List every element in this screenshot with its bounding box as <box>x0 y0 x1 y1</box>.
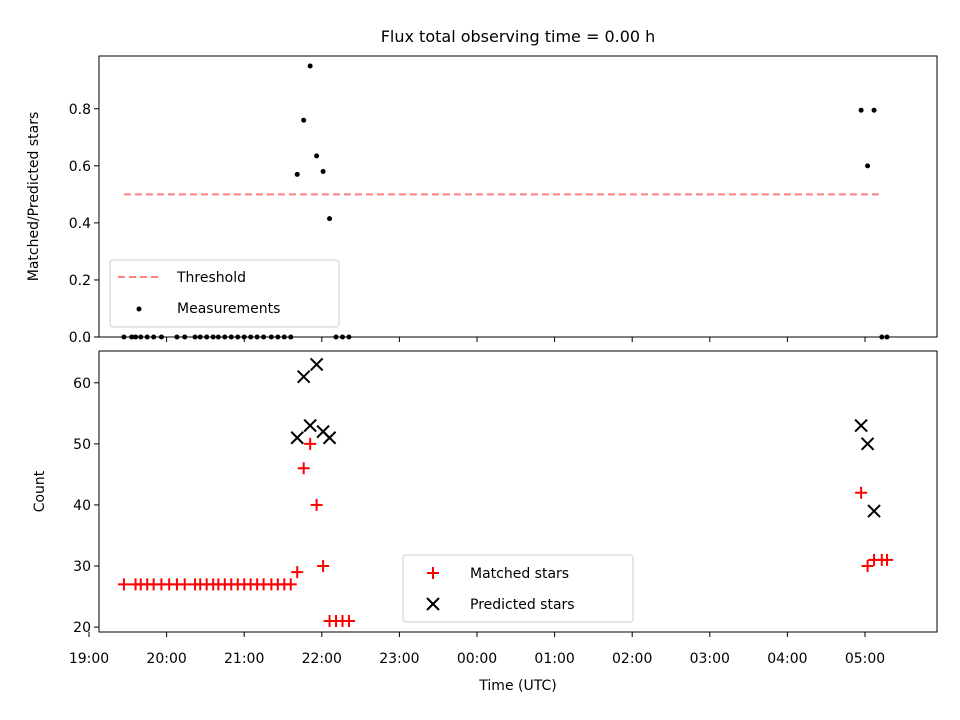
predicted-star-point <box>309 357 324 372</box>
predicted-star-point <box>854 418 868 433</box>
matched-star-point <box>297 462 310 475</box>
legend-matched-label: Matched stars <box>470 566 569 582</box>
top-x-ticks <box>88 337 866 342</box>
top-y-axis-label: Matched/Predicted stars <box>26 112 42 282</box>
x-tick-label: 23:00 <box>379 651 419 667</box>
y-tick-label: 0.2 <box>69 273 91 289</box>
matched-star-point <box>178 578 191 591</box>
top-axes-frame <box>98 55 938 338</box>
measurement-point <box>301 117 307 123</box>
y-tick-label: 40 <box>73 498 91 514</box>
matched-star-point <box>342 615 355 628</box>
legend-measurements-swatch <box>136 306 142 312</box>
legend-matched-swatch <box>427 567 439 579</box>
bottom-y-ticks: 20 30 40 50 60 <box>73 376 99 636</box>
matched-star-point <box>855 486 868 499</box>
chart-title: Flux total observing time = 0.00 h <box>381 27 656 46</box>
legend-threshold-label: Threshold <box>176 270 246 286</box>
x-tick-label: 21:00 <box>224 651 264 667</box>
predicted-stars-points <box>290 357 881 518</box>
bottom-legend-box <box>402 554 634 623</box>
predicted-star-point <box>296 369 311 384</box>
legend-predicted-swatch <box>426 597 440 611</box>
measurement-point <box>314 153 320 159</box>
y-tick-label: 50 <box>73 437 91 453</box>
bottom-legend: Matched stars Predicted stars <box>402 554 634 623</box>
measurement-point <box>294 171 300 177</box>
y-tick-label: 0.6 <box>69 159 91 175</box>
top-axes: 0.00.20.40.60.8 Matched/Predicted stars … <box>26 55 938 346</box>
predicted-star-point <box>290 431 304 445</box>
top-legend: Threshold Measurements <box>109 259 340 328</box>
measurement-point <box>307 63 313 69</box>
bottom-x-ticks: 19:00 20:00 21:00 22:00 23:00 00:00 01:00 02:00… <box>69 632 885 667</box>
matched-star-point <box>117 578 130 591</box>
predicted-star-point <box>322 431 337 445</box>
measurement-point <box>871 107 877 113</box>
top-y-ticks: 0.0 0.2 0.4 0.6 0.8 <box>69 102 99 346</box>
x-tick-label: 02:00 <box>612 651 652 667</box>
measurement-point <box>865 163 871 169</box>
predicted-star-point <box>860 437 875 451</box>
x-tick-label: 05:00 <box>845 651 885 667</box>
x-tick-label: 01:00 <box>534 651 574 667</box>
legend-predicted-label: Predicted stars <box>470 597 575 613</box>
x-tick-label: 19:00 <box>69 651 109 667</box>
matched-star-point <box>291 566 304 579</box>
predicted-star-point <box>867 504 881 518</box>
matched-star-point <box>880 553 893 566</box>
matched-stars-points <box>117 437 893 628</box>
x-tick-label: 00:00 <box>457 651 497 667</box>
y-tick-label: 0.0 <box>69 330 91 346</box>
predicted-star-point <box>303 418 317 433</box>
x-tick-label: 20:00 <box>146 651 186 667</box>
matched-star-point <box>317 560 330 573</box>
x-axis-label: Time (UTC) <box>478 678 556 694</box>
matched-star-point <box>304 437 317 450</box>
y-tick-label: 60 <box>73 376 91 392</box>
top-legend-box <box>109 259 340 328</box>
y-tick-label: 20 <box>73 620 91 636</box>
bottom-axes: 20 30 40 50 60 19:00 20:00 21:00 22:00 23:00 00:0… <box>32 350 938 694</box>
matched-star-point <box>310 498 323 511</box>
bottom-axes-frame <box>98 350 938 633</box>
legend-measurements-label: Measurements <box>177 301 280 317</box>
matched-star-point <box>284 578 297 591</box>
y-tick-label: 30 <box>73 559 91 575</box>
measurement-point <box>858 107 864 113</box>
x-tick-label: 04:00 <box>767 651 807 667</box>
matched-star-point <box>861 560 874 573</box>
y-tick-label: 0.4 <box>69 216 91 232</box>
bottom-y-axis-label: Count <box>32 470 48 512</box>
measurement-point <box>327 216 333 222</box>
x-tick-label: 22:00 <box>302 651 342 667</box>
y-tick-label: 0.8 <box>69 102 91 118</box>
measurement-point <box>320 169 326 175</box>
x-tick-label: 03:00 <box>690 651 730 667</box>
